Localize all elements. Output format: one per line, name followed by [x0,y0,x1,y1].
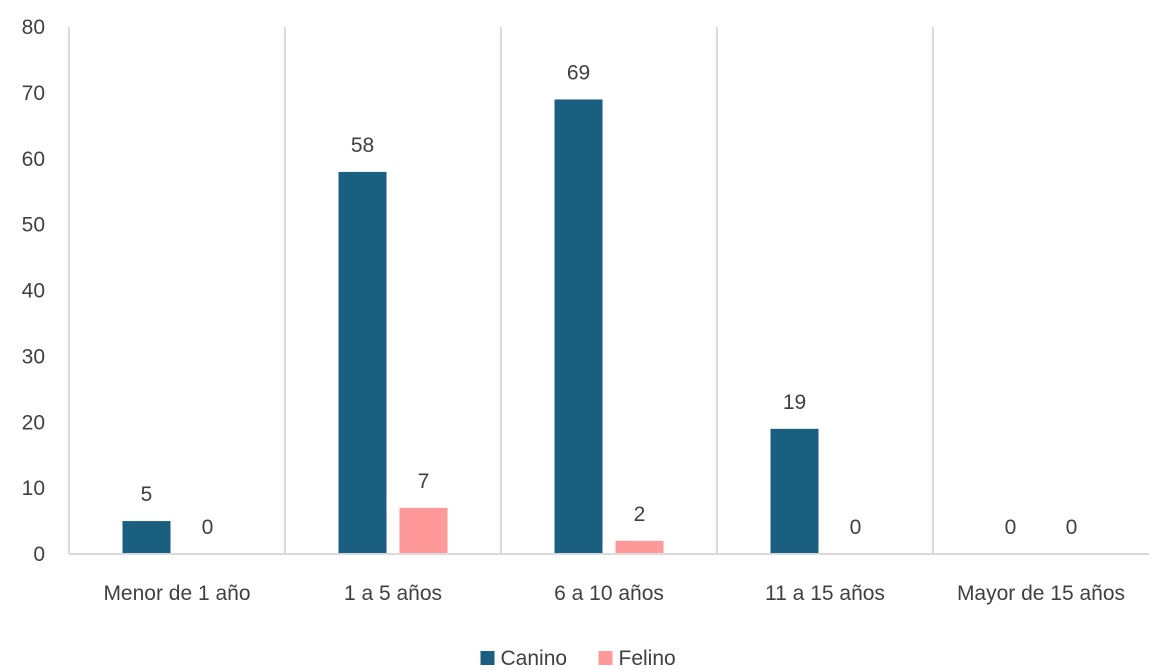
y-axis: 0 10 20 30 40 50 60 70 80 [22,16,45,566]
legend-swatch-felino [598,651,613,665]
bar-canino [122,521,171,554]
data-label-canino: 5 [141,483,153,506]
x-tick-label: Menor de 1 año [103,582,250,605]
x-tick-label: 1 a 5 años [344,582,442,605]
data-label-felino: 0 [1066,516,1078,539]
y-tick-label: 60 [22,148,45,171]
bar-canino [770,428,819,554]
y-tick-label: 40 [22,280,45,303]
bars [122,99,819,555]
category-dividers [68,27,934,554]
bar-felino [615,540,664,554]
data-label-canino: 19 [783,391,806,414]
y-tick-label: 10 [22,477,45,500]
y-tick-label: 70 [22,82,45,105]
x-tick-label: 6 a 10 años [554,582,664,605]
data-labels: 5 0 58 7 69 2 19 0 0 0 [141,61,1078,539]
y-tick-label: 20 [22,411,45,434]
bar-felino [399,507,448,554]
data-label-canino: 58 [351,134,374,157]
data-label-canino: 0 [1005,516,1017,539]
legend-label-felino: Felino [619,647,676,670]
x-tick-label: Mayor de 15 años [957,582,1125,605]
data-label-felino: 0 [202,516,214,539]
legend-label-canino: Canino [501,647,568,670]
bar-canino [338,171,387,555]
data-label-felino: 0 [850,516,862,539]
legend-swatch-canino [480,651,495,665]
y-tick-label: 50 [22,214,45,237]
x-axis: Menor de 1 año 1 a 5 años 6 a 10 años 11 a … [103,582,1125,605]
x-tick-label: 11 a 15 años [765,582,885,605]
bar-canino [554,99,603,555]
data-label-canino: 69 [567,61,590,84]
y-tick-label: 0 [33,543,45,566]
y-tick-label: 80 [22,16,45,39]
y-tick-label: 30 [22,345,45,368]
legend: Canino Felino [480,647,676,670]
data-label-felino: 7 [418,470,430,493]
data-label-felino: 2 [634,503,646,526]
